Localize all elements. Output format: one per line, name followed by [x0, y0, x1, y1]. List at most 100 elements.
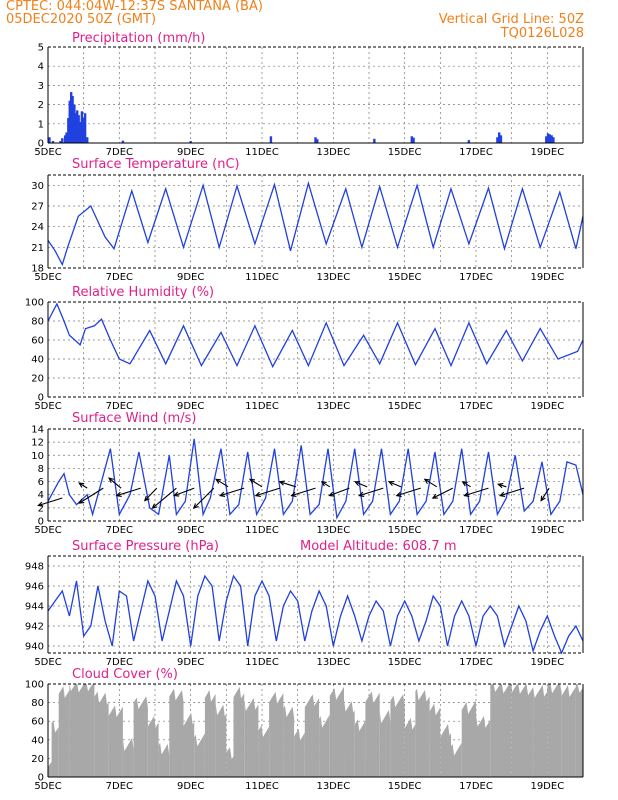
humidity-ytick-label: 0 — [38, 393, 44, 404]
cloud-cover-bar — [269, 691, 284, 777]
cloud-cover-bar — [344, 699, 355, 777]
cloud-cover-bar — [440, 724, 452, 777]
pressure-panel: Surface Pressure (hPa) Model Altitude: 6… — [25, 539, 584, 668]
wind-vector-head — [463, 491, 470, 497]
precipitation-xtick-label: 15DEC — [388, 147, 422, 158]
wind-vector-head — [328, 491, 335, 497]
precipitation-bar — [63, 135, 67, 143]
cloud-cover-bar — [511, 684, 534, 777]
precipitation-bar — [373, 138, 376, 143]
cloud-cover-bar — [51, 720, 59, 777]
humidity-xtick-label: 17DEC — [459, 401, 493, 412]
cloud-cover-bar — [147, 716, 159, 777]
wind-ytick-label: 14 — [31, 425, 44, 436]
humidity-xtick-label: 15DEC — [388, 401, 422, 412]
wind-vector-head — [354, 481, 361, 486]
cloud-cover-panel: Cloud Cover (%) 0 20 40 60 80 100 5DEC 7DEC 9DEC… — [25, 667, 584, 792]
cloud-cover-bar — [48, 761, 52, 777]
precipitation-bar — [71, 95, 74, 143]
precipitation-xtick-label: 5DEC — [34, 147, 61, 158]
wind-vector-head — [461, 481, 468, 487]
humidity-xtick-label: 7DEC — [106, 401, 133, 412]
precipitation-bar — [546, 133, 550, 143]
pressure-xtick-label: 5DEC — [34, 657, 61, 668]
cloud-cover-xtick-label: 15DEC — [388, 781, 422, 792]
cloud-cover-bar — [226, 747, 234, 777]
precipitation-bar — [67, 118, 70, 143]
precipitation-bar — [48, 137, 51, 143]
wind-vector — [464, 487, 489, 497]
precipitation-bar — [61, 138, 64, 143]
cloud-cover-bar — [354, 719, 366, 777]
precipitation-ytick-label: 2 — [38, 100, 44, 111]
wind-vector-head — [215, 478, 222, 484]
precipitation-bar — [550, 135, 553, 143]
cloud-cover-xtick-label: 19DEC — [530, 781, 564, 792]
precipitation-xtick-label: 7DEC — [106, 147, 133, 158]
cloud-cover-bar — [69, 684, 95, 777]
cloud-cover-bar — [365, 691, 380, 777]
pressure-title: Surface Pressure (hPa) — [72, 539, 219, 554]
wind-vector-head — [431, 493, 438, 499]
wind-vector — [108, 477, 122, 489]
precipitation-bar — [51, 141, 55, 143]
wind-vector-head — [248, 478, 256, 484]
cloud-cover-xtick-label: 13DEC — [316, 781, 350, 792]
wind-vector — [215, 478, 229, 488]
cloud-cover-ytick-label: 0 — [38, 773, 44, 784]
wind-vector — [152, 487, 177, 509]
cloud-cover-xtick-label: 5DEC — [34, 781, 61, 792]
pressure-xtick-label: 13DEC — [316, 657, 350, 668]
temperature-xtick-label: 17DEC — [459, 272, 493, 283]
wind-vector — [359, 487, 384, 497]
wind-xtick-label: 19DEC — [530, 525, 564, 536]
humidity-xtick-label: 5DEC — [34, 401, 61, 412]
pressure-xtick-label: 19DEC — [530, 657, 564, 668]
cloud-cover-bar — [169, 688, 184, 777]
cloud-cover-bar — [204, 690, 216, 777]
wind-vector-head — [108, 477, 115, 483]
temperature-panel: Surface Temperature (nC) 18 21 24 27 30 5DEC 7… — [31, 157, 584, 283]
precipitation-bar — [412, 137, 415, 143]
humidity-xtick-label: 11DEC — [245, 401, 279, 412]
precipitation-ytick-label: 1 — [38, 119, 44, 130]
wind-vector-head — [499, 491, 506, 497]
cloud-cover-bar — [319, 714, 330, 777]
precipitation-xtick-label: 13DEC — [316, 147, 350, 158]
wind-xtick-label: 13DEC — [316, 525, 350, 536]
precipitation-bar — [189, 141, 192, 143]
wind-vector — [220, 487, 245, 497]
pressure-xtick-label: 15DEC — [388, 657, 422, 668]
wind-vector-head — [115, 491, 122, 497]
temperature-xtick-label: 5DEC — [34, 272, 61, 283]
cloud-cover-bar — [304, 694, 320, 777]
temperature-ytick-label: 21 — [31, 243, 44, 254]
precipitation-bar — [497, 132, 501, 143]
cloud-cover-xtick-label: 11DEC — [245, 781, 279, 792]
precipitation-bar — [65, 132, 68, 143]
wind-vector — [355, 481, 368, 488]
temperature-ytick-label: 18 — [31, 264, 44, 275]
cloud-cover-bar — [404, 717, 416, 777]
wind-vector — [424, 478, 438, 488]
cloud-cover-bar — [490, 684, 512, 777]
precipitation-bar — [499, 135, 503, 143]
cloud-cover-ytick-label: 20 — [31, 754, 44, 765]
cloud-cover-bar — [390, 694, 405, 777]
cloud-cover-bar — [575, 684, 583, 777]
temperature-xtick-label: 11DEC — [245, 272, 279, 283]
wind-vector — [249, 478, 263, 488]
cloud-cover-bar — [283, 705, 295, 777]
wind-vector — [396, 487, 421, 497]
pressure-ytick-label: 942 — [25, 622, 44, 633]
wind-series-line — [47, 438, 584, 520]
precipitation-bar — [68, 100, 71, 143]
temperature-xtick-label: 13DEC — [316, 272, 350, 283]
wind-vector-head — [78, 498, 85, 504]
cloud-cover-bar — [58, 686, 70, 777]
pressure-xtick-label: 17DEC — [459, 657, 493, 668]
cloud-cover-bar — [133, 696, 148, 777]
cloud-cover-ytick-label: 60 — [31, 717, 44, 728]
temperature-ytick-label: 27 — [31, 202, 44, 213]
humidity-ytick-label: 40 — [31, 355, 44, 366]
